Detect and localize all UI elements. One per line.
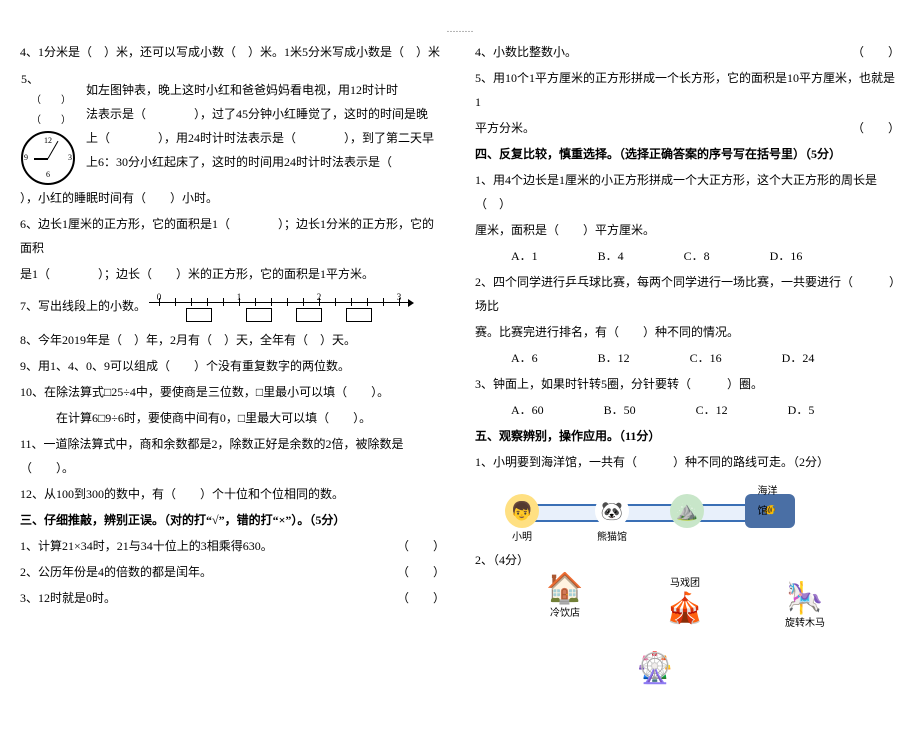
carousel-item: 🎠 旋转木马 bbox=[775, 584, 835, 634]
answer-box[interactable] bbox=[346, 308, 372, 322]
route-diagram: 👦 小明 🐼 熊猫馆 ⛰️ 🐠 海洋馆 bbox=[495, 476, 795, 546]
q7-text: 7、写出线段上的小数。 bbox=[20, 299, 146, 313]
s3-q3: 3、12时就是0时。 （ ） bbox=[20, 586, 445, 610]
judge-paren[interactable]: （ ） bbox=[852, 116, 900, 140]
s5-q1: 1、小明要到海洋馆，一共有（ ）种不同的路线可走。（2分） bbox=[475, 450, 900, 474]
route-label-2: 熊猫馆 bbox=[597, 528, 627, 548]
shop-icon: 🏠 bbox=[535, 574, 595, 604]
q12: 12、从100到300的数中，有（ ）个十位和个位相同的数。 bbox=[20, 482, 445, 506]
judge-paren[interactable]: （ ） bbox=[397, 534, 445, 558]
s4-q1-options[interactable]: A．1 B．4 C．8 D．16 bbox=[475, 244, 900, 268]
mountain-icon: ⛰️ bbox=[670, 494, 704, 528]
q11: 11、一道除法算式中，商和余数都是2，除数正好是余数的2倍，被除数是（ ）。 bbox=[20, 432, 445, 480]
q10a: 10、在除法算式□25÷4中，要使商是三位数，□里最小可以填（ ）。 bbox=[20, 380, 445, 404]
q5-lead: 5、 bbox=[21, 72, 39, 86]
judge-paren[interactable]: （ ） bbox=[397, 586, 445, 610]
q5-line4: 上6：30分小红起床了，这时的时间用24时计时法表示是（ bbox=[86, 150, 434, 174]
q6b: 是1（ ）；边长（ ）米的正方形，它的面积是1平方米。 bbox=[20, 262, 445, 286]
s3-q1: 1、计算21×34时，21与34十位上的3相乘得630。 （ ） bbox=[20, 534, 445, 558]
s4-q1a: 1、用4个边长是1厘米的小正方形拼成一个大正方形，这个大正方形的周长是（ ） bbox=[475, 168, 900, 216]
q9: 9、用1、4、0、9可以组成（ ）个没有重复数字的两位数。 bbox=[20, 354, 445, 378]
s4-q2b: 赛。比赛完进行排名，有（ ）种不同的情况。 bbox=[475, 320, 900, 344]
page-two-column: 4、1分米是（ ）米，还可以写成小数（ ）米。1米5分米写成小数是（ ）米 5、… bbox=[20, 38, 900, 714]
judge-paren[interactable]: （ ） bbox=[397, 560, 445, 584]
q7-row: 7、写出线段上的小数。 0 1 2 3 bbox=[20, 288, 445, 326]
q5-line3: 上（ ），用24时计时法表示是（ ），到了第二天早 bbox=[86, 126, 434, 150]
right-column: 4、小数比整数小。 （ ） 5、用10个1平方厘米的正方形拼成一个长方形，它的面… bbox=[475, 38, 900, 714]
ferris-item: 🎡 bbox=[625, 654, 685, 684]
q5-block: 5、 （ ）（ ） 12 3 6 9 如左图钟表，晚上这时小红和爸爸妈妈看电视，… bbox=[20, 66, 445, 210]
s5-q2: 2、（4分） bbox=[475, 548, 900, 572]
q5-line2: 法表示是（ ），过了45分钟小红睡觉了，这时的时间是晚 bbox=[86, 102, 434, 126]
q10b: 在计算6□9÷6时，要使商中间有0，□里最大可以填（ ）。 bbox=[20, 406, 445, 430]
illustration-group: 🏠 冷饮店 马戏团 🎪 🎠 旋转木马 🎡 bbox=[505, 574, 865, 714]
q8: 8、今年2019年是（ ）年，2月有（ ）天，全年有（ ）天。 bbox=[20, 328, 445, 352]
route-label-1: 小明 bbox=[512, 528, 532, 548]
s3-q4: 4、小数比整数小。 （ ） bbox=[475, 40, 900, 64]
number-line: 0 1 2 3 bbox=[149, 288, 409, 326]
circus-icon: 🎪 bbox=[655, 594, 715, 624]
q6a: 6、边长1厘米的正方形，它的面积是1（ ）；边长1分米的正方形，它的面积 bbox=[20, 212, 445, 260]
s4-q2-options[interactable]: A．6 B．12 C．16 D．24 bbox=[475, 346, 900, 370]
carousel-icon: 🎠 bbox=[775, 584, 835, 614]
blank-box-top: （ ）（ ） bbox=[21, 91, 81, 131]
s3-q5a: 5、用10个1平方厘米的正方形拼成一个长方形，它的面积是10平方厘米，也就是1 bbox=[475, 66, 900, 114]
s4-q3: 3、钟面上，如果时针转5圈，分针要转（ ）圈。 bbox=[475, 372, 900, 396]
section-3-title: 三、仔细推敲，辨别正误。（对的打“√”，错的打“×”）。（5分） bbox=[20, 508, 445, 532]
q4: 4、1分米是（ ）米，还可以写成小数（ ）米。1米5分米写成小数是（ ）米 bbox=[20, 40, 445, 64]
section-5-title: 五、观察辨别，操作应用。（11分） bbox=[475, 424, 900, 448]
s3-q5b: 平方分米。 （ ） bbox=[475, 116, 900, 140]
boy-icon: 👦 bbox=[505, 494, 539, 528]
shop-item: 🏠 冷饮店 bbox=[535, 574, 595, 624]
s3-q2: 2、公历年份是4的倍数的都是闰年。 （ ） bbox=[20, 560, 445, 584]
header-dots: ……… bbox=[20, 20, 900, 38]
circus-item: 马戏团 🎪 bbox=[655, 574, 715, 624]
section-4-title: 四、反复比较，慎重选择。（选择正确答案的序号写在括号里）（5分） bbox=[475, 142, 900, 166]
clock-icon: 12 3 6 9 bbox=[21, 131, 75, 185]
ferris-wheel-icon: 🎡 bbox=[625, 654, 685, 684]
left-column: 4、1分米是（ ）米，还可以写成小数（ ）米。1米5分米写成小数是（ ）米 5、… bbox=[20, 38, 445, 714]
s4-q1b: 厘米，面积是（ ）平方厘米。 bbox=[475, 218, 900, 242]
s4-q2a: 2、四个同学进行乒乓球比赛，每两个同学进行一场比赛，一共要进行（ ）场比 bbox=[475, 270, 900, 318]
panda-icon: 🐼 bbox=[595, 494, 629, 528]
answer-box[interactable] bbox=[186, 308, 212, 322]
answer-box[interactable] bbox=[296, 308, 322, 322]
q5-line5: ），小红的睡眠时间有（ ）小时。 bbox=[20, 186, 445, 210]
route-label-3: 海洋馆 bbox=[758, 482, 783, 522]
q5-line1: 如左图钟表，晚上这时小红和爸爸妈妈看电视，用12时计时 bbox=[86, 78, 434, 102]
answer-box[interactable] bbox=[246, 308, 272, 322]
s4-q3-options[interactable]: A．60 B．50 C．12 D．5 bbox=[475, 398, 900, 422]
judge-paren[interactable]: （ ） bbox=[852, 40, 900, 64]
